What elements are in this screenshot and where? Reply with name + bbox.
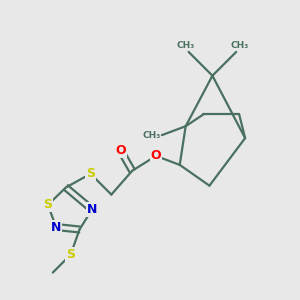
Text: S: S <box>66 248 75 261</box>
Text: CH₃: CH₃ <box>176 41 195 50</box>
Text: CH₃: CH₃ <box>230 41 248 50</box>
Text: CH₃: CH₃ <box>142 131 160 140</box>
Text: N: N <box>51 220 61 233</box>
Text: O: O <box>151 149 161 162</box>
Text: S: S <box>44 198 52 211</box>
Text: O: O <box>115 143 126 157</box>
Text: N: N <box>87 203 97 216</box>
Text: S: S <box>86 167 95 180</box>
